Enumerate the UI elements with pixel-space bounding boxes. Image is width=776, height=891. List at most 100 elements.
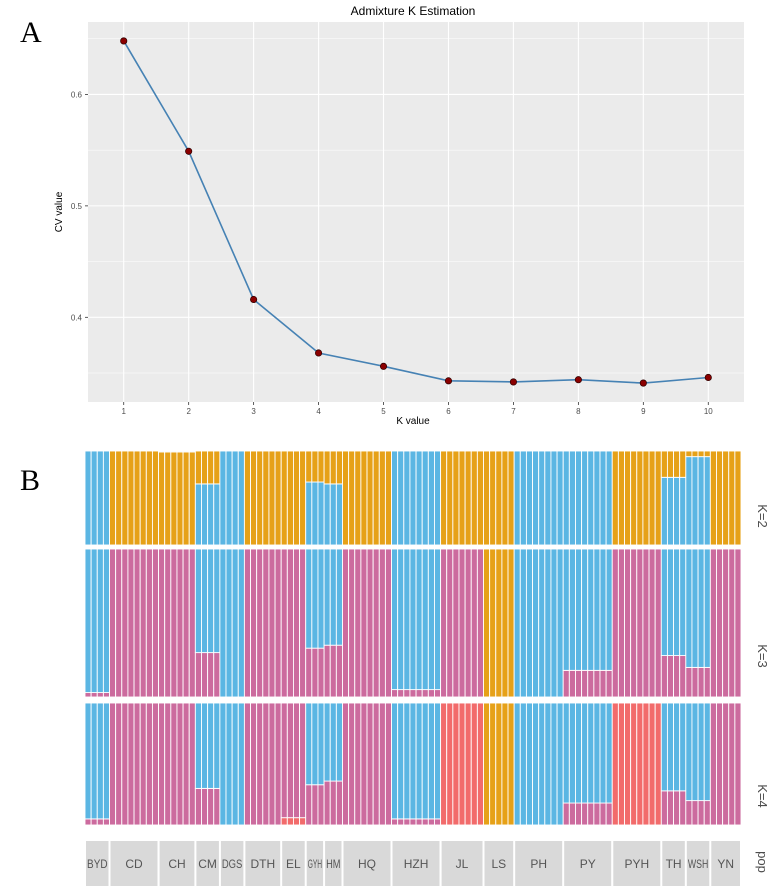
ancestry-bar-segment xyxy=(305,784,313,826)
ancestry-bar-segment xyxy=(194,483,202,546)
ancestry-bar-segment xyxy=(397,548,405,691)
ancestry-bar-segment xyxy=(96,702,104,820)
ancestry-bar-segment xyxy=(293,702,301,819)
panel-label-a: A xyxy=(20,16,42,49)
ancestry-bar-segment xyxy=(556,702,564,826)
ancestry-bar-segment xyxy=(605,548,613,671)
ancestry-bar-segment xyxy=(84,548,92,694)
ancestry-bar-segment xyxy=(617,548,625,698)
ancestry-bar-segment xyxy=(440,450,448,546)
ancestry-bar-segment xyxy=(360,702,368,826)
ancestry-bar-segment xyxy=(660,790,668,826)
ancestry-bar-segment xyxy=(734,450,742,546)
ancestry-bar-segment xyxy=(654,450,662,546)
ancestry-bar-segment xyxy=(237,702,245,826)
ancestry-bar-segment xyxy=(587,548,595,671)
ancestry-bar-segment xyxy=(323,450,331,485)
pop-label: HM xyxy=(326,857,340,871)
x-tick-label: 4 xyxy=(316,407,321,416)
ancestry-bar-segment xyxy=(434,818,442,826)
ancestry-bar-segment xyxy=(421,689,429,698)
ancestry-bar-segment xyxy=(495,702,503,826)
ancestry-bar-segment xyxy=(102,818,110,826)
ancestry-bar-segment xyxy=(158,451,166,546)
ancestry-bar-segment xyxy=(145,450,153,546)
ancestry-bar-segment xyxy=(133,702,141,826)
ancestry-bar-segment xyxy=(317,702,325,786)
ancestry-bar-segment xyxy=(654,548,662,698)
ancestry-bar-segment xyxy=(194,548,202,654)
ancestry-bar-segment xyxy=(581,450,589,546)
pop-strip xyxy=(110,841,158,886)
ancestry-bar-segment xyxy=(164,451,172,546)
ancestry-bar-segment xyxy=(213,652,221,698)
population-strips: BYD CD CH CM DGS DTH EL GYH HM HQ HZH JL LS PH PY PYH TH… xyxy=(86,841,740,886)
ancestry-plot: K=2 K=3 K=4 BYD CD CH CM DGS DTH EL GYH HM HQ HZH J… xyxy=(84,450,770,886)
ancestry-bar-segment xyxy=(617,450,625,546)
ancestry-bar-segment xyxy=(624,702,632,826)
cv-series-line xyxy=(123,40,709,384)
ancestry-bar-segment xyxy=(446,450,454,546)
ancestry-bar-segment xyxy=(611,702,619,826)
ancestry-bar-segment xyxy=(256,548,264,698)
ancestry-bar-segment xyxy=(593,450,601,546)
ancestry-bar-segment xyxy=(666,450,675,478)
ancestry-bar-segment xyxy=(691,666,699,698)
ancestry-bar-segment xyxy=(409,689,417,698)
ancestry-bar-segment xyxy=(703,666,711,698)
ancestry-bar-segment xyxy=(421,450,429,546)
ancestry-bar-segment xyxy=(293,548,301,698)
ancestry-bar-segment xyxy=(679,655,687,698)
ancestry-bar-segment xyxy=(544,548,552,698)
ancestry-bar-segment xyxy=(207,483,215,546)
ancestry-bar-segment xyxy=(575,548,583,671)
ancestry-bar-segment xyxy=(317,784,325,826)
ancestry-bar-segment xyxy=(452,548,460,698)
ancestry-bar-segment xyxy=(170,548,178,698)
ancestry-bar-segment xyxy=(139,450,147,546)
ancestry-bar-segment xyxy=(188,702,196,826)
ancestry-bar-segment xyxy=(207,702,215,789)
ancestry-bar-segment xyxy=(562,802,570,826)
ancestry-bar-segment xyxy=(440,548,448,698)
ancestry-bar-segment xyxy=(268,702,276,826)
ancestry-bar-segment xyxy=(145,702,153,826)
pop-strip xyxy=(86,841,109,886)
ancestry-bar-segment xyxy=(188,548,196,698)
ancestry-bar-segment xyxy=(384,450,392,546)
ancestry-bar-segment xyxy=(342,450,350,546)
ancestry-bar-segment xyxy=(599,450,607,546)
x-tick-label: 6 xyxy=(446,407,451,416)
ancestry-bar-segment xyxy=(127,702,135,826)
ancestry-bar-segment xyxy=(599,548,607,671)
ancestry-bar-segment xyxy=(697,456,705,546)
ancestry-bar-segment xyxy=(697,800,705,826)
x-tick-label: 2 xyxy=(186,407,191,416)
ancestry-bar-segment xyxy=(513,450,521,546)
ancestry-bar-segment xyxy=(139,548,147,698)
ancestry-bar-segment xyxy=(489,548,497,698)
ancestry-bar-segment xyxy=(709,450,717,546)
ancestry-bar-segment xyxy=(201,652,209,698)
ancestry-bar-segment xyxy=(299,548,307,698)
ancestry-bar-segment xyxy=(109,450,117,546)
ancestry-bar-segment xyxy=(384,702,392,826)
ancestry-bar-segment xyxy=(354,548,362,698)
ancestry-bar-segment xyxy=(176,548,184,698)
ancestry-bar-segment xyxy=(562,702,570,804)
ancestry-bar-segment xyxy=(397,818,405,826)
ancestry-bar-segment xyxy=(427,548,435,691)
ancestry-bar-segment xyxy=(501,548,509,698)
ancestry-bar-segment xyxy=(170,450,178,453)
ancestry-bar-segment xyxy=(317,647,325,698)
pop-label: YN xyxy=(717,857,734,871)
pop-strip xyxy=(613,841,661,886)
panel-label-b: B xyxy=(20,464,40,497)
ancestry-bar-segment xyxy=(728,702,736,826)
ancestry-bar-segment xyxy=(501,702,509,826)
ancestry-bar-segment xyxy=(427,450,435,546)
ancestry-bar-segment xyxy=(188,451,196,546)
ancestry-bar-segment xyxy=(305,548,313,649)
x-tick-label: 5 xyxy=(381,407,386,416)
ancestry-bar-segment xyxy=(207,652,215,698)
